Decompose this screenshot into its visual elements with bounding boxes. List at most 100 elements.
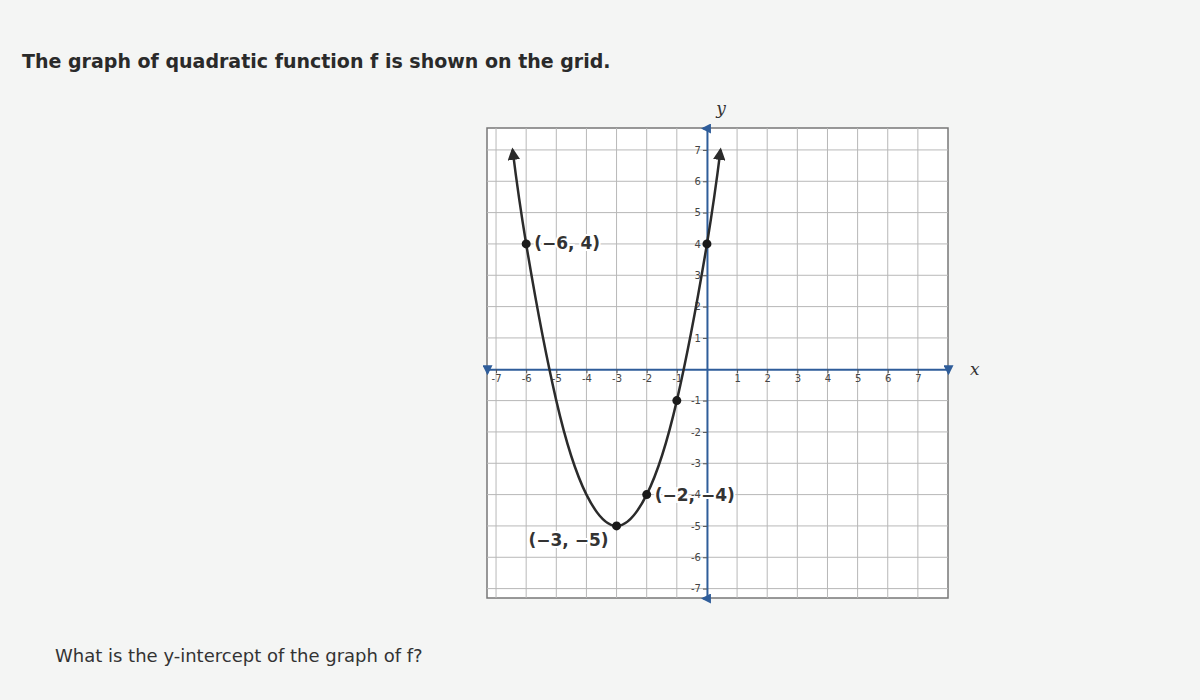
x-axis: -7-6-5-4-3-2-11234567 — [488, 369, 949, 384]
point-label: (−2, −4) — [655, 485, 735, 505]
tick: 1 — [695, 333, 707, 344]
axis-line — [703, 129, 708, 599]
tick-label: 6 — [885, 373, 891, 384]
grid-line-y — [487, 337, 948, 338]
marks — [513, 150, 721, 531]
tick-label: 7 — [695, 145, 701, 156]
grid-line-y — [487, 463, 948, 464]
caption: What is the y-intercept of the graph of … — [55, 645, 423, 666]
tick-label: 5 — [855, 373, 861, 384]
tick-label: -2 — [691, 427, 701, 438]
tick-mark — [703, 307, 707, 308]
tick: -3 — [612, 369, 622, 384]
y-axis: -7-6-5-4-3-2-11234567 — [691, 129, 707, 599]
tick: -5 — [691, 521, 707, 532]
point — [522, 239, 531, 248]
x-axis-title: x — [970, 359, 980, 379]
grid-line-x — [857, 128, 858, 598]
grid-line-x — [767, 128, 768, 598]
grid-line-y — [487, 588, 948, 589]
tick: -1 — [691, 395, 707, 406]
grid-line-x — [827, 128, 828, 598]
grid-line-x — [917, 128, 918, 598]
tick-label: -2 — [642, 373, 652, 384]
grid-line-x — [887, 128, 888, 598]
grid-line-y — [487, 431, 948, 432]
tick: -6 — [522, 369, 532, 384]
tick-mark — [703, 589, 707, 590]
tick-label: 4 — [825, 373, 831, 384]
grid-line-x — [676, 128, 677, 598]
tick-label: -7 — [691, 583, 701, 594]
grid-line-y — [487, 306, 948, 307]
tick-mark — [703, 401, 707, 402]
title: The graph of quadratic function f is sho… — [22, 50, 611, 72]
tick: 4 — [825, 369, 831, 384]
tick-label: -5 — [691, 521, 701, 532]
parabola — [513, 150, 721, 526]
tick-label: -3 — [612, 373, 622, 384]
tick: 5 — [855, 369, 861, 384]
tick: 2 — [765, 369, 771, 384]
tick-label: 3 — [795, 373, 801, 384]
tick-mark — [703, 213, 707, 214]
grid — [487, 128, 948, 598]
tick-label: 7 — [915, 373, 921, 384]
point-label: (−6, 4) — [534, 233, 600, 253]
tick: -7 — [492, 369, 502, 384]
tick: -2 — [691, 427, 707, 438]
grid-line-x — [496, 128, 497, 598]
tick-label: -3 — [691, 458, 701, 469]
annotations: (−6, 4) (−3, −5) (−2, −4) — [528, 233, 734, 550]
y-axis-title: y — [715, 98, 726, 118]
tick-mark — [703, 338, 707, 339]
grid-line-x — [797, 128, 798, 598]
tick-label: 4 — [695, 239, 701, 250]
point — [612, 521, 621, 530]
tick: -6 — [691, 552, 707, 563]
grid-line-y — [487, 275, 948, 276]
plot-frame — [487, 128, 948, 598]
point — [702, 239, 711, 248]
canvas: The graph of quadratic function f is sho… — [0, 0, 1200, 700]
tick-label: -7 — [492, 373, 502, 384]
grid-line-y — [487, 557, 948, 558]
tick: 7 — [915, 369, 921, 384]
tick: -3 — [691, 458, 707, 469]
tick: -4 — [582, 369, 592, 384]
point — [642, 490, 651, 499]
grid-line-x — [737, 128, 738, 598]
tick-mark — [703, 275, 707, 276]
tick-label: 1 — [734, 373, 740, 384]
point-label: (−3, −5) — [528, 530, 608, 550]
tick-label: -6 — [522, 373, 532, 384]
grid-line-x — [646, 128, 647, 598]
grid-line-x — [526, 128, 527, 598]
tick-label: 1 — [695, 333, 701, 344]
point — [672, 396, 681, 405]
grid-line-x — [586, 128, 587, 598]
tick-mark — [703, 181, 707, 182]
tick: -7 — [691, 583, 707, 594]
grid-line-y — [487, 525, 948, 526]
tick-mark — [703, 432, 707, 433]
grid-line-y — [487, 149, 948, 150]
tick: 3 — [795, 369, 801, 384]
tick: 6 — [695, 176, 707, 187]
tick-mark — [703, 526, 707, 527]
tick-label: -4 — [582, 373, 592, 384]
tick: 1 — [734, 369, 740, 384]
tick-label: 6 — [695, 176, 701, 187]
tick: 6 — [885, 369, 891, 384]
tick-label: -6 — [691, 552, 701, 563]
tick: 7 — [695, 145, 707, 156]
tick-mark — [703, 557, 707, 558]
tick-mark — [703, 463, 707, 464]
tick: 5 — [695, 207, 707, 218]
tick-label: 5 — [695, 207, 701, 218]
tick-label: 2 — [765, 373, 771, 384]
grid-line-y — [487, 212, 948, 213]
grid-line-x — [556, 128, 557, 598]
tick: -2 — [642, 369, 652, 384]
tick-mark — [703, 150, 707, 151]
